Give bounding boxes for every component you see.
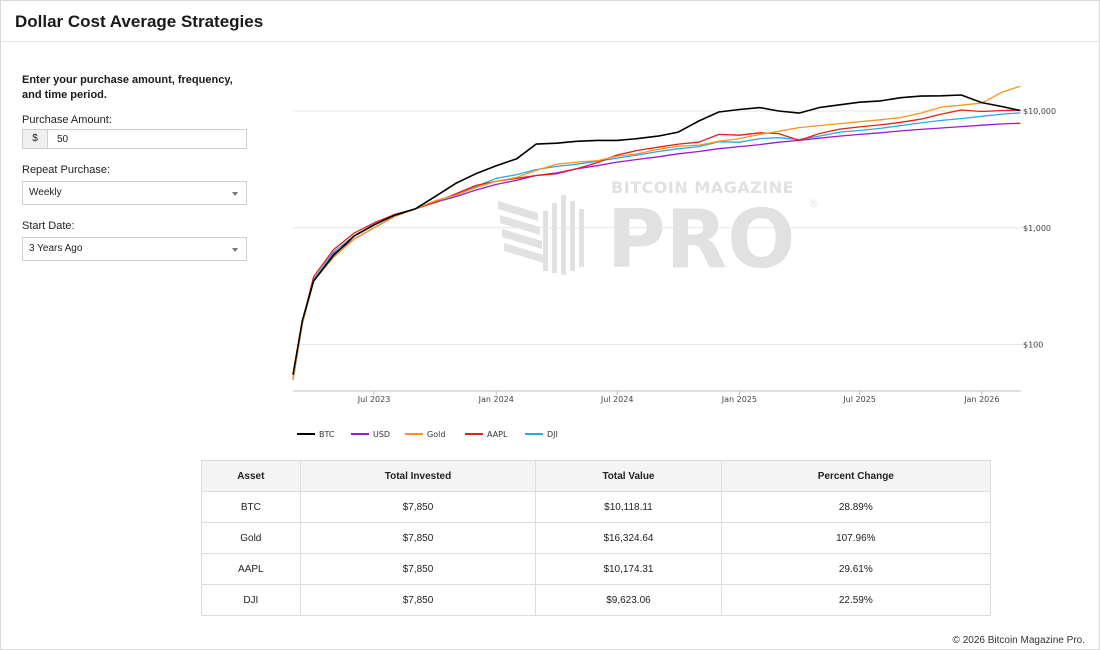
y-tick-label: $10,000: [1023, 107, 1056, 116]
currency-prefix: $: [23, 130, 48, 148]
header-total-value: Total Value: [535, 460, 722, 492]
cell-value: $10,118.11: [535, 491, 722, 523]
cell-invested: $7,850: [299, 522, 537, 554]
cell-change: 29.61%: [720, 553, 992, 585]
cell-invested: $7,850: [299, 553, 537, 585]
table-row: AAPL $7,850 $10,174.31 29.61%: [201, 553, 992, 585]
watermark-brand-text: BITCOIN MAGAZINE: [611, 178, 794, 197]
legend-label-usd: USD: [373, 430, 390, 439]
series-line-btc: [292, 94, 1021, 375]
cell-invested: $7,850: [299, 491, 537, 523]
table-header-row: Asset Total Invested Total Value Percent…: [201, 460, 992, 492]
purchase-amount-input[interactable]: [48, 130, 246, 148]
copyright-footer: © 2026 Bitcoin Magazine Pro.: [952, 635, 1085, 646]
page-title: Dollar Cost Average Strategies: [15, 12, 264, 31]
series-line-gold: [292, 85, 1021, 380]
cell-asset: AAPL: [201, 553, 301, 585]
table-row: DJI $7,850 $9,623.06 22.59%: [201, 584, 992, 616]
results-table: Asset Total Invested Total Value Percent…: [201, 460, 992, 616]
header-total-invested: Total Invested: [299, 460, 537, 492]
legend-label-gold: Gold: [427, 430, 445, 439]
cell-change: 22.59%: [720, 584, 992, 616]
watermark-bar: [552, 203, 557, 273]
y-tick-label: $1,000: [1023, 224, 1051, 233]
watermark-bar: [579, 209, 584, 267]
page-header: Dollar Cost Average Strategies: [2, 2, 1100, 42]
cell-value: $9,623.06: [535, 584, 722, 616]
dca-form: Enter your purchase amount, frequency, a…: [22, 73, 248, 261]
amount-label: Purchase Amount:: [22, 114, 112, 126]
watermark-pro-text: PRO: [607, 193, 795, 286]
watermark-stripe: [504, 243, 544, 263]
table-row: BTC $7,850 $10,118.11 28.89%: [201, 491, 992, 523]
x-tick-label: Jul 2023: [357, 395, 391, 404]
watermark-bar: [570, 201, 575, 271]
watermark-registered-mark: ®: [808, 197, 819, 210]
start-date-label: Start Date:: [22, 220, 75, 232]
cell-value: $10,174.31: [535, 553, 722, 585]
header-percent-change: Percent Change: [720, 460, 992, 492]
form-intro: Enter your purchase amount, frequency, a…: [22, 74, 233, 101]
chevron-down-icon: [232, 248, 238, 252]
x-tick-label: Jan 2024: [478, 395, 514, 404]
repeat-purchase-select[interactable]: Weekly: [22, 181, 247, 205]
watermark-bar: [543, 211, 548, 271]
repeat-label: Repeat Purchase:: [22, 164, 111, 176]
cell-invested: $7,850: [299, 584, 537, 616]
watermark-stripe: [500, 215, 540, 235]
watermark-stripe: [502, 229, 542, 249]
start-date-select[interactable]: 3 Years Ago: [22, 237, 247, 261]
amount-field-group: $: [22, 129, 247, 149]
watermark-bar: [561, 195, 566, 275]
x-tick-label: Jan 2026: [963, 395, 999, 404]
table-row: Gold $7,850 $16,324.64 107.96%: [201, 522, 992, 554]
cell-asset: DJI: [201, 584, 301, 616]
start-date-value: 3 Years Ago: [29, 243, 83, 254]
watermark-stripe: [498, 201, 538, 221]
cell-change: 28.89%: [720, 491, 992, 523]
chevron-down-icon: [232, 192, 238, 196]
x-tick-label: Jul 2025: [842, 395, 876, 404]
cell-asset: BTC: [201, 491, 301, 523]
legend-label-btc: BTC: [319, 430, 335, 439]
y-tick-label: $100: [1023, 341, 1043, 350]
legend-label-aapl: AAPL: [487, 430, 508, 439]
x-tick-label: Jan 2025: [721, 395, 757, 404]
legend-label-dji: DJI: [547, 430, 558, 439]
cell-value: $16,324.64: [535, 522, 722, 554]
x-tick-label: Jul 2024: [600, 395, 634, 404]
cell-change: 107.96%: [720, 522, 992, 554]
cell-asset: Gold: [201, 522, 301, 554]
header-asset: Asset: [201, 460, 301, 492]
repeat-purchase-value: Weekly: [29, 187, 62, 198]
